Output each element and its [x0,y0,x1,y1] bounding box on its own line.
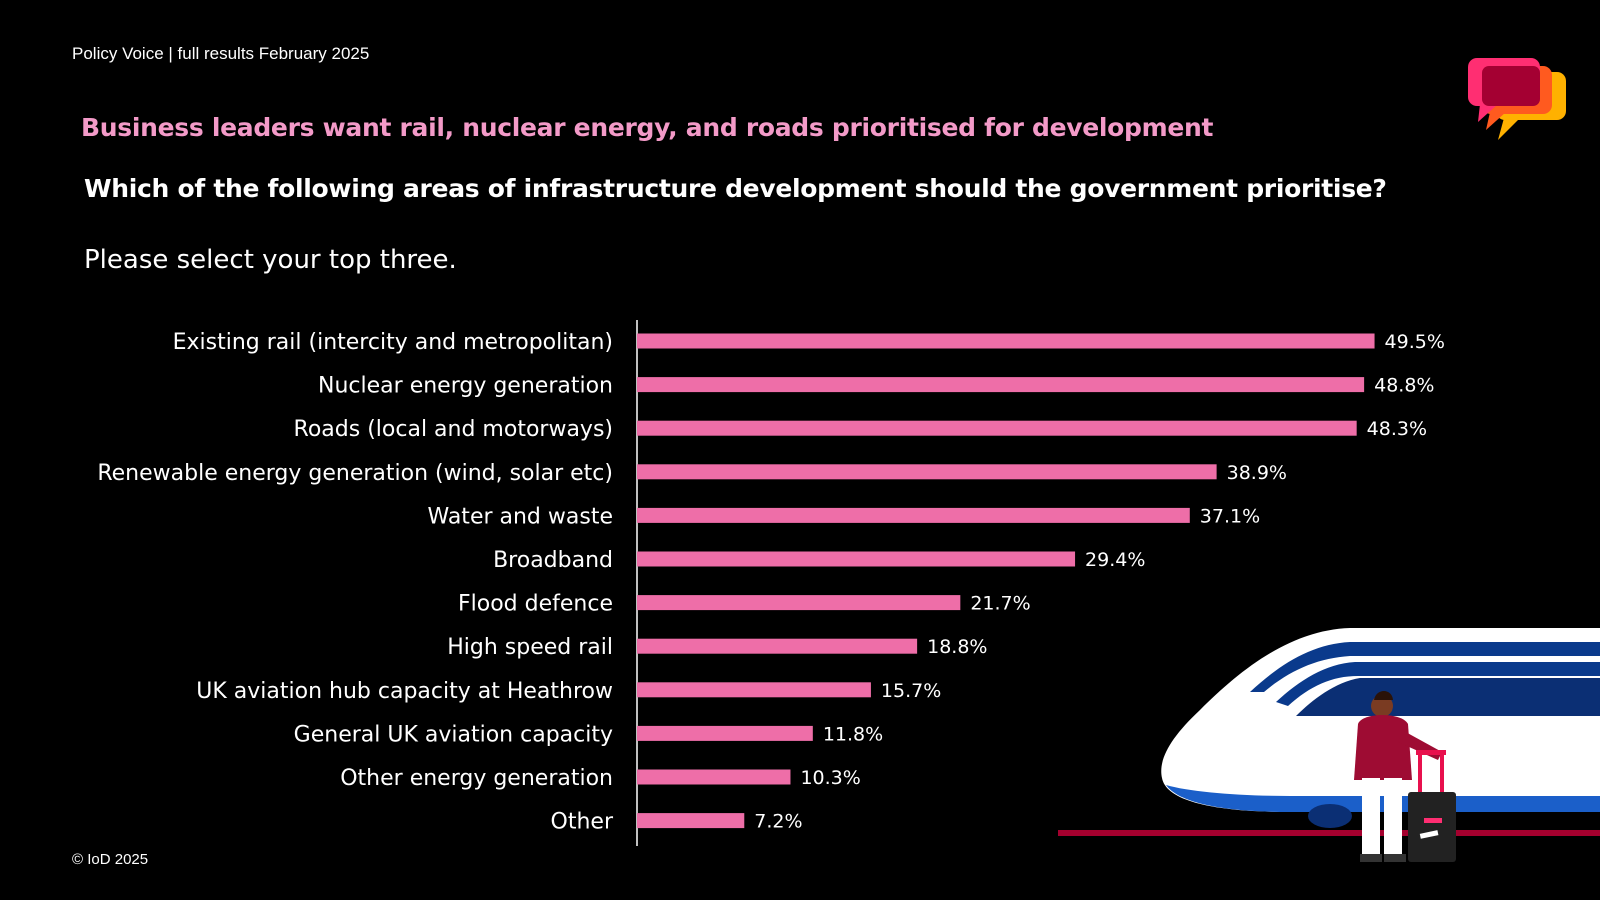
bar [637,595,961,611]
value-label: 10.3% [800,767,860,789]
bar [637,420,1357,436]
survey-instruction: Please select your top three. [84,245,457,275]
value-label: 48.3% [1367,418,1427,440]
category-label: Water and waste [427,504,613,529]
value-label: 37.1% [1200,505,1260,527]
category-label: Flood defence [458,592,613,617]
bar [637,333,1375,349]
value-label: 29.4% [1085,549,1145,571]
bar [637,682,871,698]
bar [637,377,1365,393]
headline: Business leaders want rail, nuclear ener… [81,113,1214,142]
category-label: Other energy generation [340,766,613,791]
survey-question: Which of the following areas of infrastr… [84,174,1387,203]
bar [637,638,918,654]
train-traveller-illustration [1058,628,1600,862]
category-label: Roads (local and motorways) [294,417,613,442]
category-label: Existing rail (intercity and metropolita… [173,330,613,355]
category-label: UK aviation hub capacity at Heathrow [196,679,613,704]
value-label: 7.2% [754,811,802,833]
bar [637,551,1076,567]
bar [637,769,791,785]
value-label: 38.9% [1227,462,1287,484]
category-label: Nuclear energy generation [318,374,613,399]
category-label: Broadband [493,548,613,573]
report-caption: Policy Voice | full results February 202… [72,44,370,63]
category-label: Other [551,810,614,835]
category-label: General UK aviation capacity [294,722,613,747]
value-label: 11.8% [823,723,883,745]
copyright-notice: © IoD 2025 [72,851,149,868]
category-label: Renewable energy generation (wind, solar… [97,461,613,486]
suitcase-icon [1408,750,1456,862]
bar [637,725,813,741]
bar [637,507,1190,523]
value-label: 49.5% [1385,331,1445,353]
platform-line [1058,830,1600,836]
speech-bubbles-logo-icon [1468,58,1566,140]
value-label: 15.7% [881,680,941,702]
value-label: 18.8% [927,636,987,658]
bar [637,813,745,829]
category-label: High speed rail [447,635,613,660]
value-label: 48.8% [1374,375,1434,397]
value-label: 21.7% [970,593,1030,615]
bar [637,464,1217,480]
